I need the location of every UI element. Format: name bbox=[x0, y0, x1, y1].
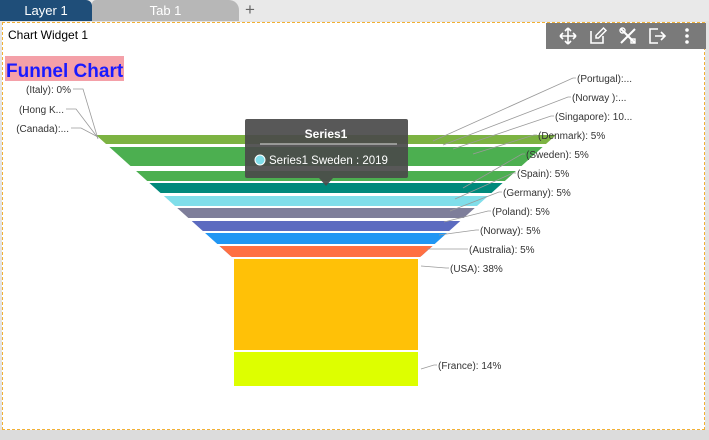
chart-title-bg bbox=[5, 56, 124, 81]
add-tab-button[interactable]: + bbox=[245, 0, 255, 19]
data-label: (Spain): 5% bbox=[517, 169, 569, 180]
tooltip-title: Series1 bbox=[305, 127, 348, 141]
more-vertical-icon[interactable] bbox=[677, 26, 697, 46]
funnel-chart: Funnel Chart (Portugal):... (Norway ):...… bbox=[5, 56, 632, 386]
data-label: (Norway): 5% bbox=[480, 226, 541, 237]
data-label: (Australia): 5% bbox=[469, 245, 535, 256]
segment-spain[interactable] bbox=[177, 208, 475, 218]
edit-icon[interactable] bbox=[588, 26, 608, 46]
tab-bar: Layer 1 Tab 1 + bbox=[0, 0, 709, 21]
chart-title: Funnel Chart bbox=[6, 61, 124, 82]
tooltip-text: Series1 Sweden : 2019 bbox=[269, 155, 388, 167]
segment-denmark[interactable] bbox=[149, 183, 503, 193]
segment-poland[interactable] bbox=[205, 233, 447, 244]
tools-icon[interactable] bbox=[618, 26, 638, 46]
move-icon[interactable] bbox=[558, 26, 578, 46]
data-label: (Denmark): 5% bbox=[538, 131, 605, 142]
chart-tooltip: Series1 Series1 Sweden : 2019 bbox=[245, 119, 408, 186]
data-label: (Sweden): 5% bbox=[526, 150, 589, 161]
data-label: (Norway ):... bbox=[572, 93, 626, 104]
widget-title: Chart Widget 1 bbox=[8, 28, 89, 42]
segment-germany[interactable] bbox=[191, 221, 461, 231]
data-label: (USA): 38% bbox=[450, 264, 503, 275]
bottom-strip bbox=[0, 430, 709, 440]
tab-layer-1[interactable]: Layer 1 bbox=[0, 0, 92, 21]
chart-widget[interactable]: Chart Widget 1 Funnel Chart (Portugal):.… bbox=[2, 22, 706, 430]
segment-usa[interactable] bbox=[234, 259, 418, 350]
data-label: (Germany): 5% bbox=[503, 188, 571, 199]
segment-australia[interactable] bbox=[219, 246, 433, 257]
widget-toolbar bbox=[546, 23, 706, 49]
segment-france[interactable] bbox=[234, 352, 418, 386]
data-label: (Singapore): 10... bbox=[555, 112, 632, 123]
tab-1[interactable]: Tab 1 bbox=[92, 0, 239, 21]
data-label: (Canada):... bbox=[16, 124, 69, 135]
segment-sweden[interactable] bbox=[163, 196, 489, 206]
export-icon[interactable] bbox=[647, 26, 667, 46]
data-label: (Hong K... bbox=[19, 105, 64, 116]
data-label: (France): 14% bbox=[438, 361, 501, 372]
data-label: (Italy): 0% bbox=[26, 85, 71, 96]
data-label: (Portugal):... bbox=[577, 74, 632, 85]
data-label: (Poland): 5% bbox=[492, 207, 550, 218]
